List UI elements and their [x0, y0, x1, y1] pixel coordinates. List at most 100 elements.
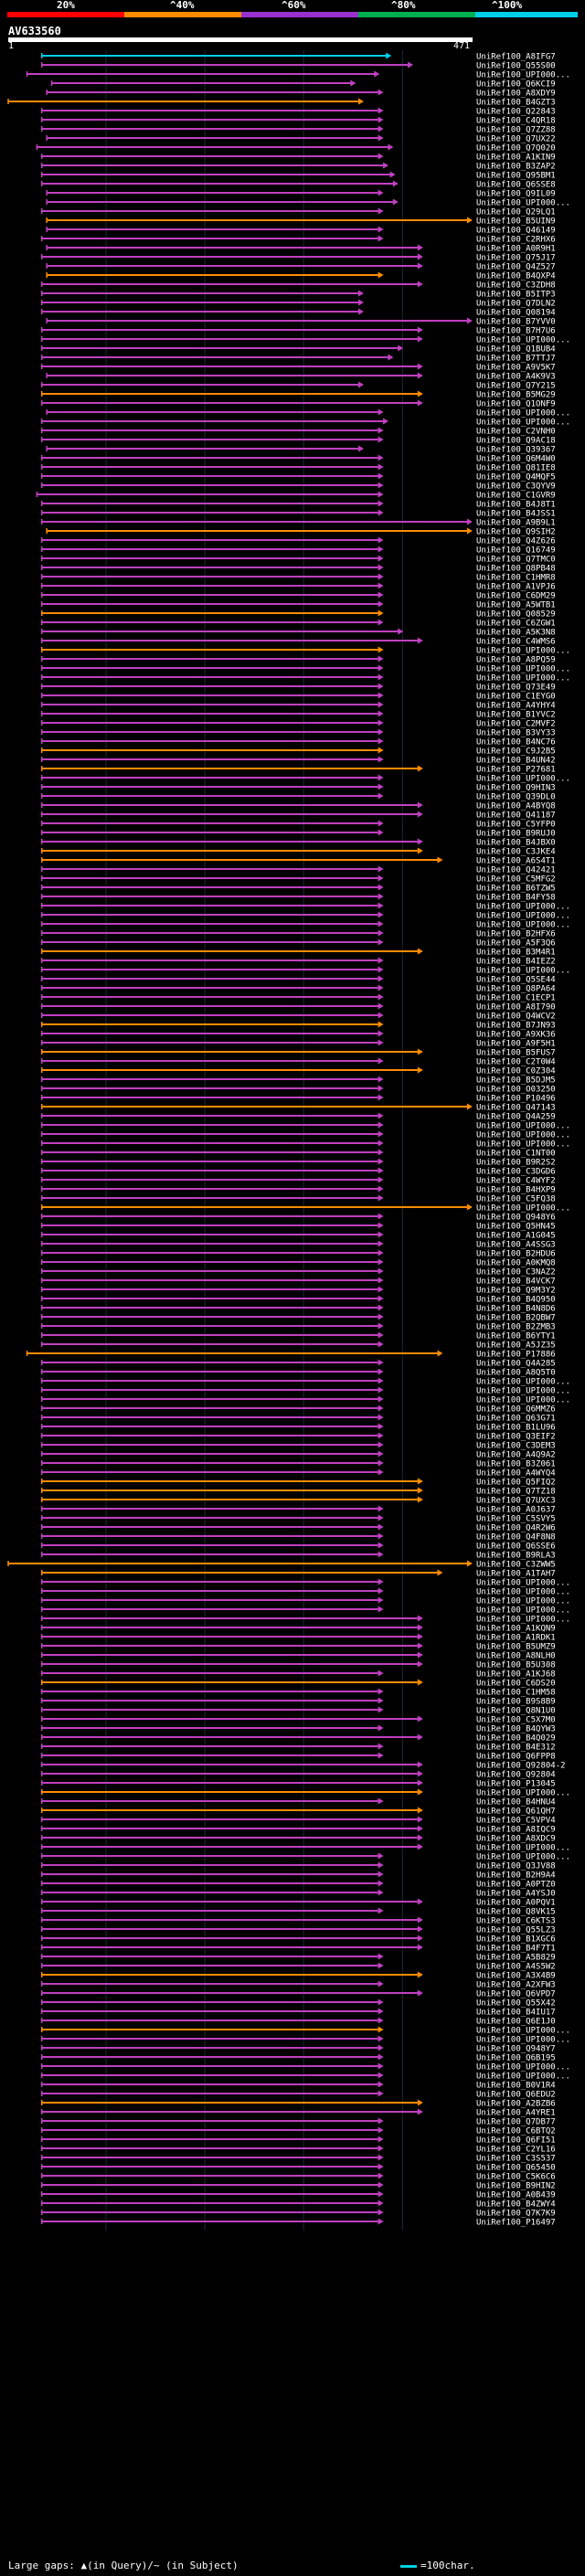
hit-label[interactable]: UniRef100_A8NLH0 [476, 1652, 556, 1661]
hit-row[interactable]: UniRef100_A0PQV1 [40, 1898, 556, 1908]
hit-row[interactable]: UniRef100_Q7Y215 [40, 381, 556, 391]
hit-label[interactable]: UniRef100_C3ZDH8 [476, 281, 556, 291]
hit-label[interactable]: UniRef100_Q92804-2 [476, 1762, 566, 1771]
hit-row[interactable]: UniRef100_Q8PB48 [40, 564, 556, 574]
hit-row[interactable]: UniRef100_UPI000... [40, 1130, 570, 1140]
hit-label[interactable]: UniRef100_Q81IE8 [476, 464, 556, 473]
hit-row[interactable]: UniRef100_Q47143 [40, 1103, 556, 1113]
hit-label[interactable]: UniRef100_Q6FPP8 [476, 1753, 556, 1762]
hit-label[interactable]: UniRef100_Q3JV88 [476, 1862, 556, 1871]
hit-row[interactable]: UniRef100_C5X7M0 [40, 1715, 556, 1725]
hit-label[interactable]: UniRef100_B7YVV0 [476, 318, 556, 327]
hit-row[interactable]: UniRef100_B6TZW5 [40, 884, 556, 894]
hit-label[interactable]: UniRef100_P27681 [476, 766, 556, 775]
hit-label[interactable]: UniRef100_O03250 [476, 1086, 556, 1095]
hit-label[interactable]: UniRef100_A6S4T1 [476, 857, 556, 866]
hit-label[interactable]: UniRef100_A5K3N8 [476, 629, 556, 638]
hit-label[interactable]: UniRef100_C4WYF2 [476, 1177, 556, 1186]
hit-row[interactable]: UniRef100_P16497 [40, 2218, 556, 2228]
hit-row[interactable]: UniRef100_B4HXP9 [40, 1185, 556, 1195]
hit-label[interactable]: UniRef100_UPI000... [476, 674, 570, 684]
hit-label[interactable]: UniRef100_UPI000... [476, 1122, 570, 1131]
hit-row[interactable]: UniRef100_UPI000... [40, 1587, 570, 1597]
hit-row[interactable]: UniRef100_B3M4R1 [40, 948, 556, 958]
hit-row[interactable]: UniRef100_C4WMS6 [40, 637, 556, 647]
hit-row[interactable]: UniRef100_Q6FPP8 [40, 1752, 556, 1762]
hit-label[interactable]: UniRef100_A1KQN9 [476, 1625, 556, 1634]
hit-label[interactable]: UniRef100_Q9M3Y2 [476, 1287, 556, 1296]
hit-row[interactable]: UniRef100_B1YVC2 [40, 710, 556, 720]
hit-label[interactable]: UniRef100_Q4Z527 [476, 263, 556, 272]
hit-label[interactable]: UniRef100_Q6M4W0 [476, 455, 556, 464]
hit-row[interactable]: UniRef100_P10496 [40, 1094, 556, 1104]
hit-label[interactable]: UniRef100_UPI000... [476, 2072, 570, 2082]
hit-label[interactable]: UniRef100_Q4R2W6 [476, 1524, 556, 1533]
hit-label[interactable]: UniRef100_B4F7T1 [476, 1945, 556, 1954]
hit-label[interactable]: UniRef100_A1RDK1 [476, 1634, 556, 1643]
hit-row[interactable]: UniRef100_B4VCK7 [40, 1277, 556, 1287]
hit-row[interactable]: UniRef100_Q8N1U0 [40, 1706, 556, 1716]
hit-row[interactable]: UniRef100_C5K6C6 [40, 2172, 556, 2182]
hit-label[interactable]: UniRef100_Q7K7K9 [476, 2210, 556, 2219]
hit-label[interactable]: UniRef100_B2HFX6 [476, 930, 556, 939]
hit-row[interactable]: UniRef100_A4SSG3 [40, 1240, 556, 1250]
hit-row[interactable]: UniRef100_UPI000... [40, 966, 570, 976]
hit-label[interactable]: UniRef100_A4YRE1 [476, 2109, 556, 2118]
hit-row[interactable]: UniRef100_Q4Z626 [40, 536, 556, 546]
hit-row[interactable]: UniRef100_A9V5K7 [40, 363, 556, 373]
hit-label[interactable]: UniRef100_Q7Q020 [476, 144, 556, 154]
hit-row[interactable]: UniRef100_C1HMR8 [40, 573, 556, 583]
hit-label[interactable]: UniRef100_UPI000... [476, 1378, 570, 1387]
hit-label[interactable]: UniRef100_Q55X42 [476, 1999, 556, 2009]
hit-label[interactable]: UniRef100_B9S8B9 [476, 1698, 556, 1707]
hit-label[interactable]: UniRef100_Q39DL0 [476, 793, 556, 802]
hit-label[interactable]: UniRef100_C1GVR9 [476, 492, 556, 501]
hit-row[interactable]: UniRef100_A8I790 [40, 1002, 556, 1012]
hit-label[interactable]: UniRef100_A9V5K7 [476, 364, 556, 373]
hit-label[interactable]: UniRef100_C5YFP0 [476, 821, 556, 830]
hit-label[interactable]: UniRef100_UPI000... [476, 1204, 570, 1214]
hit-row[interactable]: UniRef100_B4NC76 [40, 737, 556, 747]
hit-row[interactable]: UniRef100_A1TAH7 [40, 1569, 556, 1579]
hit-label[interactable]: UniRef100_Q5FIQ2 [476, 1479, 556, 1488]
hit-row[interactable]: UniRef100_Q65450 [40, 2163, 556, 2173]
hit-label[interactable]: UniRef100_B4IEZ2 [476, 958, 556, 967]
hit-row[interactable]: UniRef100_Q16749 [40, 546, 556, 556]
hit-row[interactable]: UniRef100_A8IFG7 [40, 52, 556, 62]
hit-label[interactable]: UniRef100_UPI000... [476, 775, 570, 784]
hit-row[interactable]: UniRef100_B4N8D6 [40, 1304, 556, 1314]
hit-label[interactable]: UniRef100_B4Q950 [476, 1296, 556, 1305]
hit-label[interactable]: UniRef100_C0Z304 [476, 1067, 556, 1076]
hit-label[interactable]: UniRef100_B5U308 [476, 1661, 556, 1670]
hit-row[interactable]: UniRef100_UPI000... [40, 1395, 570, 1405]
hit-label[interactable]: UniRef100_UPI000... [476, 647, 570, 656]
hit-row[interactable]: UniRef100_Q8VK15 [40, 1907, 556, 1917]
hit-row[interactable]: UniRef100_Q6MMZ6 [40, 1405, 556, 1415]
hit-row[interactable]: UniRef100_UPI000... [46, 198, 570, 208]
hit-label[interactable]: UniRef100_B9R2S2 [476, 1159, 556, 1168]
hit-row[interactable]: UniRef100_B5MG29 [40, 390, 556, 400]
hit-row[interactable]: UniRef100_B5U308 [40, 1660, 556, 1670]
hit-label[interactable]: UniRef100_B4N8D6 [476, 1305, 556, 1314]
hit-row[interactable]: UniRef100_B3ZAP2 [40, 162, 556, 172]
hit-label[interactable]: UniRef100_Q22843 [476, 108, 556, 117]
hit-row[interactable]: UniRef100_B2H9A4 [40, 1871, 556, 1881]
hit-row[interactable]: UniRef100_Q4A285 [40, 1359, 556, 1369]
hit-row[interactable]: UniRef100_C6DM29 [40, 591, 556, 601]
hit-label[interactable]: UniRef100_B4E312 [476, 1744, 556, 1753]
hit-row[interactable]: UniRef100_Q3JV88 [40, 1861, 556, 1871]
hit-row[interactable]: UniRef100_Q948Y7 [40, 2044, 556, 2054]
hit-row[interactable]: UniRef100_Q7TZ18 [40, 1487, 556, 1497]
hit-label[interactable]: UniRef100_Q75J17 [476, 254, 556, 263]
hit-label[interactable]: UniRef100_Q7Y215 [476, 382, 556, 391]
hit-label[interactable]: UniRef100_B4J8T1 [476, 501, 556, 510]
hit-row[interactable]: UniRef100_B4ZWY4 [40, 2200, 556, 2210]
hit-label[interactable]: UniRef100_B5FUS7 [476, 1049, 556, 1058]
hit-row[interactable]: UniRef100_C5FQ38 [40, 1194, 556, 1204]
hit-label[interactable]: UniRef100_B5DJM5 [476, 1076, 556, 1086]
hit-row[interactable]: UniRef100_C3S537 [40, 2154, 556, 2164]
hit-row[interactable]: UniRef100_UPI000... [40, 1852, 570, 1862]
hit-label[interactable]: UniRef100_B4ZWY4 [476, 2200, 556, 2210]
hit-label[interactable]: UniRef100_UPI000... [476, 2063, 570, 2072]
hit-row[interactable]: UniRef100_Q42421 [40, 865, 556, 875]
